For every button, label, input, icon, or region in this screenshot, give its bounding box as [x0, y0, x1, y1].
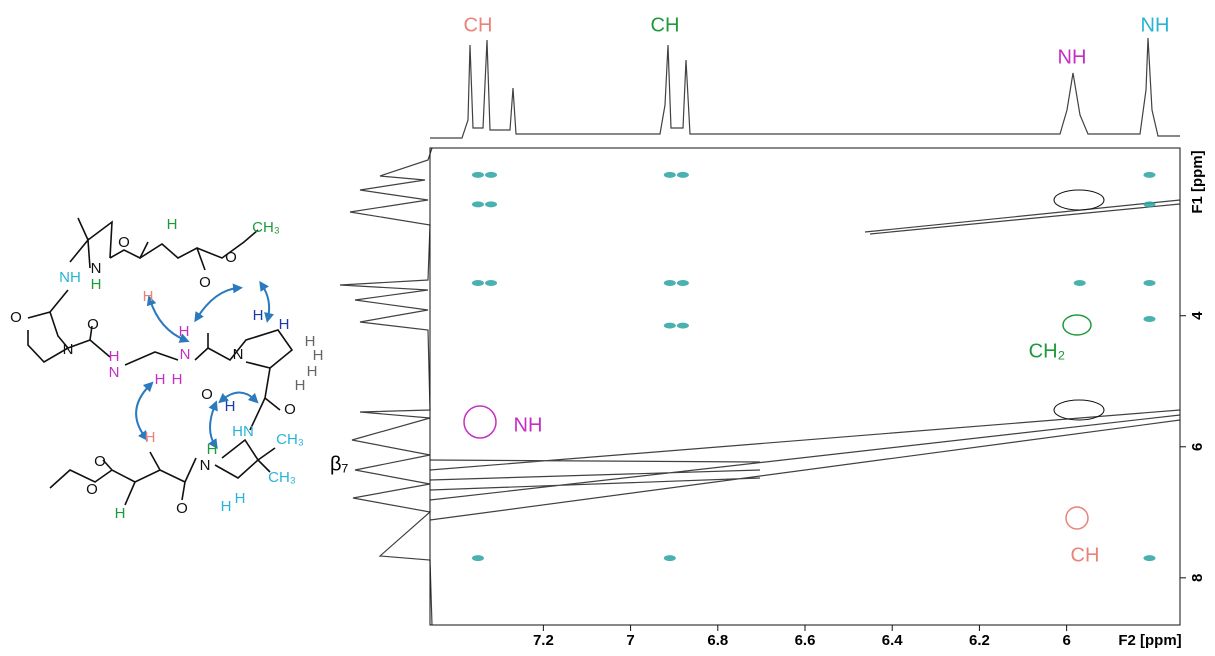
atom-label: H	[143, 288, 154, 305]
y-tick-label: 4	[1189, 311, 1206, 320]
atom-label: H	[225, 398, 236, 415]
atom-label: H	[235, 490, 246, 507]
cross-peak	[663, 171, 676, 178]
atom-label: H	[172, 371, 183, 388]
atom-label: O	[87, 316, 99, 333]
atom-label: CH₃	[252, 219, 280, 236]
y-axis-label: F1 [ppm]	[1189, 150, 1206, 213]
cross-peak	[471, 279, 484, 286]
cross-peak	[471, 555, 484, 562]
atom-label: NH	[59, 269, 81, 286]
atom-label: O	[10, 309, 22, 326]
plot: 7.2 7 6.8 6.6 6.4 6.2 6 4 6 8 F2 [ppm] F1 [ppm] CH CH…	[464, 14, 1206, 649]
atom-label: H	[307, 363, 318, 380]
peak-label: NH	[1141, 14, 1170, 36]
x-tick-label: 7.2	[533, 632, 554, 649]
x-tick-label: 6	[1062, 632, 1070, 649]
cross-peak	[1143, 201, 1156, 208]
cross-peak	[663, 555, 676, 562]
atom-label: O	[284, 401, 296, 418]
cross-peak	[485, 201, 498, 208]
annotation: NH	[514, 414, 543, 436]
x-tick-label: 6.8	[707, 632, 728, 649]
atom-label: O	[199, 274, 211, 291]
left-spectrum	[339, 147, 433, 626]
peak-label: CH	[464, 14, 493, 36]
peak-label: NH	[1058, 46, 1087, 68]
atom-label: H	[295, 377, 306, 394]
noe-arrows	[135, 280, 274, 450]
cross-peak	[676, 171, 689, 178]
atom-label: N	[109, 364, 120, 381]
x-tick-label: 7	[626, 632, 634, 649]
cross-peak	[471, 171, 484, 178]
atom-label: O	[201, 386, 213, 403]
annotation: CH	[1071, 544, 1100, 566]
x-tick-label: 6.6	[795, 632, 816, 649]
y-tick-label: 6	[1189, 443, 1206, 451]
plot-frame	[429, 147, 1181, 626]
x-axis-label: F2 [ppm]	[1118, 632, 1181, 649]
cross-peak	[676, 322, 689, 329]
cross-peak	[485, 171, 498, 178]
atom-label: H	[145, 429, 156, 446]
atom-label: CH₃	[268, 469, 296, 486]
atom-label: H	[91, 276, 102, 293]
cross-peak	[1143, 171, 1156, 178]
cross-peak	[663, 322, 676, 329]
atom-label: H	[279, 316, 290, 333]
cross-peak	[471, 201, 484, 208]
cross-peak	[485, 279, 498, 286]
atom-label: N	[180, 346, 191, 363]
atom-label: O	[86, 481, 98, 498]
atom-label: H	[155, 371, 166, 388]
atom-label: H	[207, 441, 218, 458]
atom-label: O	[118, 234, 130, 251]
peak-label: CH	[651, 14, 680, 36]
diagonal-streaks	[429, 189, 1181, 530]
atom-label: H	[115, 505, 126, 522]
cross-peak	[1143, 279, 1156, 286]
atom-label: N	[200, 457, 211, 474]
cross-peak	[676, 279, 689, 286]
molecule-label: β₇	[330, 453, 349, 475]
atom-label: H	[305, 333, 316, 350]
cross-peak	[663, 279, 676, 286]
atom-label: H	[179, 323, 190, 340]
atom-label: H	[313, 347, 324, 364]
atom-label: O	[176, 500, 188, 517]
atom-label: N	[63, 341, 74, 358]
atom-label: HN	[232, 423, 254, 440]
annotation: CH₂	[1029, 340, 1066, 362]
cross-peak	[1073, 279, 1086, 286]
atom-label: H	[167, 216, 178, 233]
atom-label: H	[109, 348, 120, 365]
atom-label: N	[91, 260, 102, 277]
cross-peak	[1143, 316, 1156, 323]
top-spectrum	[430, 37, 1180, 139]
atom-label: O	[225, 249, 237, 266]
x-tick-label: 6.4	[882, 632, 904, 649]
molecule-bonds	[27, 217, 294, 506]
atom-label: H	[253, 307, 264, 324]
x-tick-label: 6.2	[969, 632, 990, 649]
atom-label: CH₃	[276, 431, 304, 448]
cross-peak	[1143, 555, 1156, 562]
atom-label: O	[94, 453, 106, 470]
atom-label: H	[221, 498, 232, 515]
atom-label: N	[233, 346, 244, 363]
y-tick-label: 8	[1189, 574, 1206, 582]
